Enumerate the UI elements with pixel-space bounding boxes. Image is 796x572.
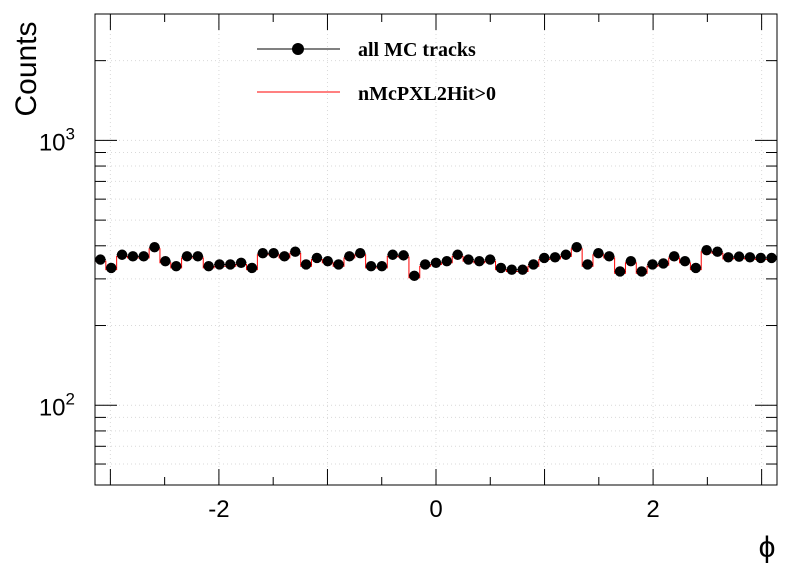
data-point [419, 259, 431, 270]
data-point [95, 254, 106, 265]
data-point [311, 252, 323, 264]
x-tick-label: 2 [646, 496, 659, 523]
data-point [246, 262, 258, 274]
data-point [549, 252, 561, 263]
data-point [658, 258, 669, 269]
data-point [517, 264, 528, 275]
data-point [582, 259, 593, 270]
data-point [604, 251, 615, 262]
data-point [571, 242, 582, 253]
data-point [647, 259, 658, 270]
data-point [290, 246, 301, 257]
data-point [560, 249, 572, 260]
data-point [235, 257, 247, 269]
y-axis-label: Counts [10, 21, 43, 116]
series-all-mc-markers [95, 242, 777, 282]
data-point [127, 251, 139, 262]
data-point [268, 248, 279, 259]
legend-marker-all-mc [292, 43, 304, 55]
data-point [106, 262, 117, 274]
data-point [712, 246, 723, 257]
data-point [181, 251, 193, 262]
data-point [344, 251, 355, 262]
data-point [322, 255, 333, 267]
data-point [701, 244, 712, 256]
data-point [225, 259, 236, 270]
data-point [668, 251, 680, 262]
data-point [279, 251, 290, 262]
series-npxl-step [94, 248, 778, 485]
data-point [192, 251, 204, 262]
legend-label-all-mc: all MC tracks [358, 39, 476, 61]
data-point [484, 254, 496, 265]
data-point [333, 259, 344, 270]
data-point [539, 252, 550, 264]
data-point [170, 260, 182, 272]
data-point [365, 260, 377, 272]
data-point [387, 249, 398, 260]
data-point [625, 255, 637, 267]
data-point [733, 251, 745, 262]
data-point [441, 255, 453, 267]
data-point [398, 250, 409, 261]
data-point [116, 249, 128, 260]
data-point [528, 259, 539, 270]
y-tick-labels: 102 103 [39, 124, 75, 421]
data-point [636, 266, 647, 277]
data-point [506, 264, 517, 275]
x-tick-labels: -2 0 2 [208, 496, 660, 523]
data-point [430, 257, 442, 269]
data-point [744, 252, 756, 263]
axis-ticks [95, 13, 777, 486]
data-point [495, 262, 507, 274]
x-tick-label: 0 [429, 496, 442, 523]
legend-label-npxl: nMcPXL2Hit>0 [358, 83, 496, 105]
data-point [766, 252, 777, 264]
legend: all MC tracks nMcPXL2Hit>0 [257, 39, 496, 105]
data-point [474, 255, 485, 267]
data-point [160, 255, 171, 267]
x-tick-label: -2 [208, 496, 229, 523]
data-point [355, 248, 366, 259]
data-point [614, 266, 626, 277]
data-point [138, 251, 149, 262]
data-point [755, 252, 766, 264]
data-point [214, 259, 225, 270]
data-point [376, 260, 388, 272]
data-point [257, 248, 268, 259]
series-npxl-step-line [94, 248, 778, 485]
plot-frame [94, 13, 778, 486]
data-point [593, 248, 604, 259]
data-point [203, 260, 214, 272]
data-point [690, 262, 702, 274]
x-axis-label: ϕ [759, 531, 776, 564]
data-point [409, 270, 420, 282]
data-point [452, 249, 463, 260]
data-point [300, 259, 312, 270]
data-point [723, 252, 734, 263]
y-tick-label: 103 [39, 124, 75, 156]
data-point [463, 254, 474, 265]
data-point [149, 242, 160, 253]
y-tick-label: 102 [39, 389, 75, 421]
data-point [679, 255, 691, 267]
